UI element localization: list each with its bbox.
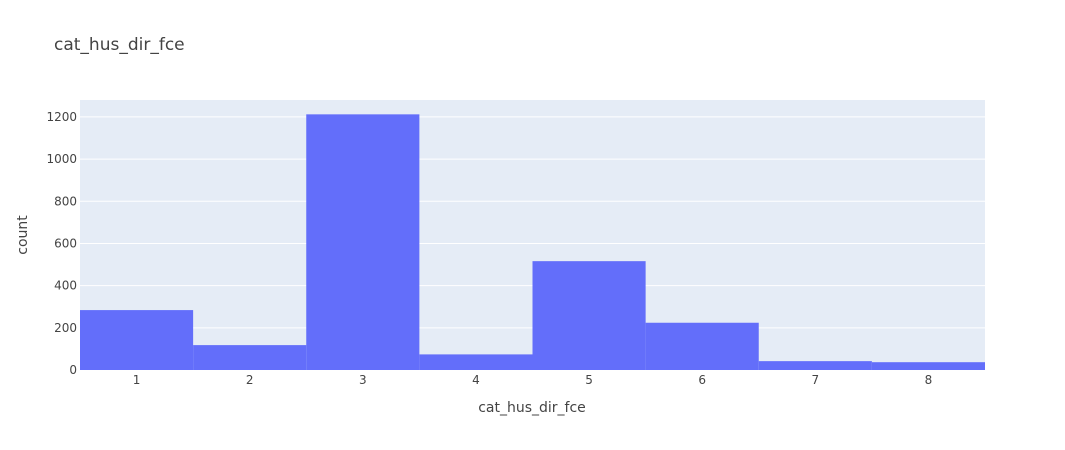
x-tick-label: 6 (698, 373, 706, 387)
x-tick-label: 8 (925, 373, 933, 387)
bar-7 (758, 361, 872, 370)
x-tick-label: 5 (585, 373, 593, 387)
bar-4 (419, 354, 533, 370)
y-tick-label: 600 (54, 236, 77, 250)
x-tick-label: 4 (472, 373, 480, 387)
y-axis-title: count (15, 215, 31, 255)
bar-5 (532, 261, 646, 370)
x-tick-label: 3 (359, 373, 367, 387)
y-tick-label: 400 (54, 279, 77, 293)
y-tick-label: 200 (54, 321, 77, 335)
chart-title: cat_hus_dir_fce (54, 35, 185, 55)
bar-1 (80, 310, 194, 370)
y-tick-label: 0 (69, 363, 77, 377)
x-tick-label: 7 (811, 373, 819, 387)
bars (80, 114, 985, 370)
bar-3 (306, 114, 420, 370)
x-axis-title: cat_hus_dir_fce (478, 400, 586, 416)
x-tick-label: 1 (133, 373, 141, 387)
y-tick-labels: 0 200 400 600 800 1000 1200 (46, 110, 77, 377)
bar-2 (193, 345, 307, 370)
y-tick-label: 1200 (46, 110, 77, 124)
bar-8 (871, 362, 985, 370)
x-tick-labels: 1 2 3 4 5 6 7 8 (133, 373, 933, 387)
y-tick-label: 800 (54, 194, 77, 208)
y-tick-label: 1000 (46, 152, 77, 166)
bar-6 (645, 322, 759, 370)
x-tick-label: 2 (246, 373, 254, 387)
